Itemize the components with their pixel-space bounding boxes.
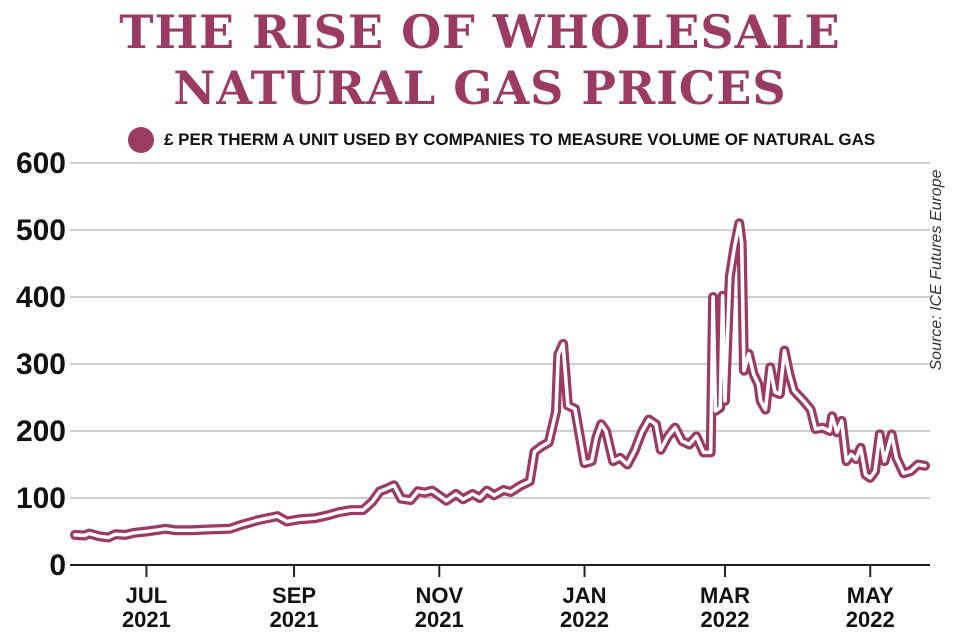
x-tick-month-sep: SEP (272, 583, 316, 608)
y-tick-label-400: 400 (16, 281, 66, 314)
x-tick-year-mar: 2022 (701, 607, 750, 632)
y-tick-label-200: 200 (16, 415, 66, 448)
y-tick-label-0: 0 (49, 549, 66, 582)
y-tick-label-100: 100 (16, 482, 66, 515)
y-tick-label-600: 600 (16, 147, 66, 180)
series-line-0 (73, 221, 927, 540)
chart-title: THE RISE OF WHOLESALE NATURAL GAS PRICES (0, 4, 960, 116)
x-tick-month-jul: JUL (126, 583, 168, 608)
x-tick-month-nov: NOV (415, 583, 463, 608)
legend-label: £ PER THERM A UNIT USED BY COMPANIES TO … (164, 130, 876, 149)
y-tick-label-500: 500 (16, 214, 66, 247)
x-tick-month-mar: MAR (700, 583, 750, 608)
x-tick-year-jul: 2021 (122, 607, 171, 632)
x-tick-year-sep: 2021 (270, 607, 319, 632)
legend-swatch (128, 127, 154, 153)
chart-title-line-2: NATURAL GAS PRICES (173, 61, 787, 115)
y-tick-label-300: 300 (16, 348, 66, 381)
x-tick-year-may: 2022 (846, 607, 895, 632)
legend: £ PER THERM A UNIT USED BY COMPANIES TO … (128, 124, 875, 156)
x-tick-year-nov: 2021 (415, 607, 464, 632)
chart-title-line-1: THE RISE OF WHOLESALE (119, 5, 841, 59)
x-tick-month-jan: JAN (563, 583, 607, 608)
x-tick-year-jan: 2022 (560, 607, 609, 632)
x-tick-month-may: MAY (847, 583, 894, 608)
